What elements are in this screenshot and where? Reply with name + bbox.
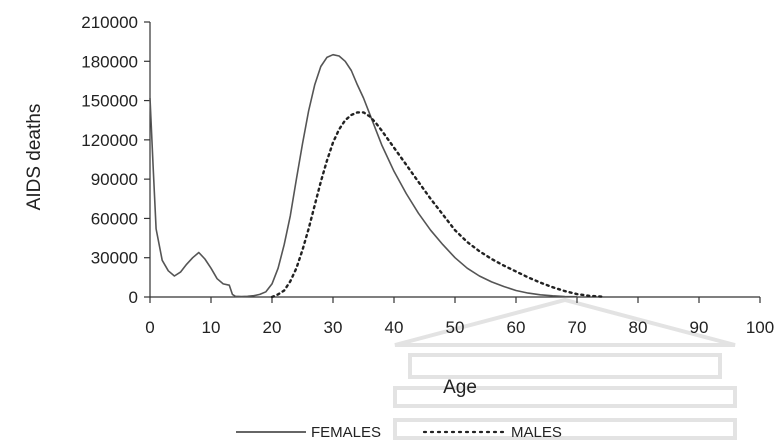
y-ticks: 0 30000 60000 90000 120000 150000 180000 210000	[81, 13, 150, 307]
x-tick-label: 10	[202, 318, 221, 337]
x-tick-label: 100	[746, 318, 774, 337]
x-tick-label: 80	[629, 318, 648, 337]
watermark-crest	[393, 297, 737, 440]
y-tick-label: 210000	[81, 13, 138, 32]
y-tick-label: 0	[129, 288, 138, 307]
series-line-males	[270, 111, 603, 299]
y-tick-label: 120000	[81, 131, 138, 150]
y-tick-label: 180000	[81, 52, 138, 71]
y-tick-label: 60000	[91, 209, 138, 228]
x-tick-label: 30	[324, 318, 343, 337]
legend-label-males: MALES	[511, 424, 562, 441]
x-tick-label: 20	[263, 318, 282, 337]
x-tick-label: 0	[145, 318, 154, 337]
y-tick-label: 150000	[81, 92, 138, 111]
series-line-females	[149, 53, 578, 298]
x-tick-label: 50	[446, 318, 465, 337]
y-tick-label: 90000	[91, 170, 138, 189]
x-tick-label: 70	[568, 318, 587, 337]
legend: FEMALES MALES	[236, 424, 562, 441]
legend-label-females: FEMALES	[311, 424, 381, 441]
x-tick-label: 90	[690, 318, 709, 337]
x-tick-label: 40	[385, 318, 404, 337]
x-tick-label: 60	[507, 318, 526, 337]
x-axis-title: Age	[443, 377, 477, 398]
series-layer	[149, 53, 603, 299]
y-tick-label: 30000	[91, 249, 138, 268]
y-axis-title: AIDS deaths	[24, 104, 45, 211]
axes	[149, 22, 760, 298]
x-ticks: 0 10 20 30 40 50 60 70 80 90 100	[145, 297, 774, 337]
